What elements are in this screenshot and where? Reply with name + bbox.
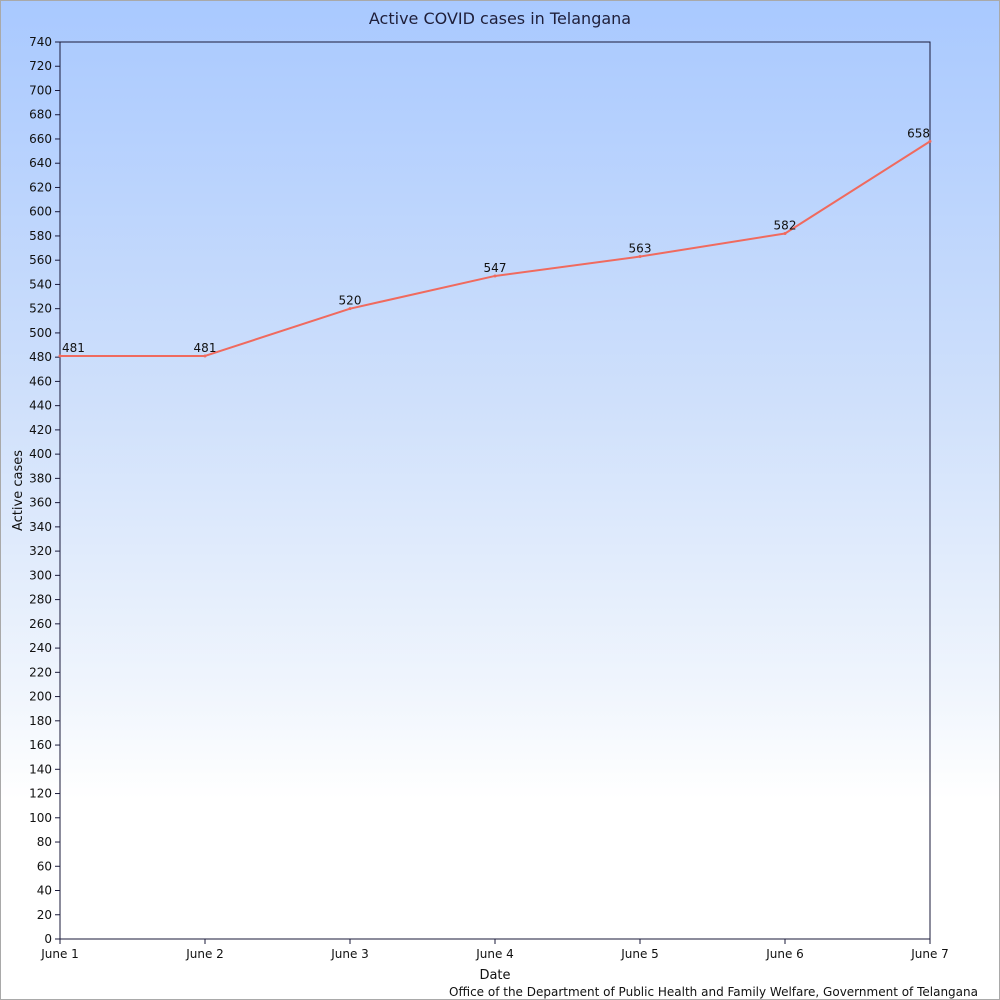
y-tick-label: 720 — [29, 59, 52, 73]
y-tick-label: 680 — [29, 108, 52, 122]
y-tick-label: 100 — [29, 811, 52, 825]
y-tick-label: 580 — [29, 229, 52, 243]
y-tick-label: 40 — [37, 884, 52, 898]
y-tick-label: 560 — [29, 253, 52, 267]
y-tick-label: 60 — [37, 859, 52, 873]
y-tick-label: 440 — [29, 399, 52, 413]
data-label: 481 — [194, 341, 217, 355]
y-tick-label: 620 — [29, 180, 52, 194]
y-tick-label: 260 — [29, 617, 52, 631]
x-tick-label: June 5 — [620, 947, 659, 961]
x-axis-label: Date — [479, 968, 510, 983]
y-tick-label: 300 — [29, 568, 52, 582]
data-label: 520 — [339, 294, 362, 308]
series-line — [60, 140, 931, 357]
data-label: 563 — [629, 242, 652, 256]
y-tick-label: 460 — [29, 374, 52, 388]
x-tick-label: June 7 — [910, 947, 949, 961]
plot-area: 0 20 40 60 80 100 120 140 160 180 200 220 240 260 280 3… — [29, 35, 949, 961]
y-tick-label: 360 — [29, 496, 52, 510]
y-tick-label: 700 — [29, 83, 52, 97]
source-note: Office of the Department of Public Healt… — [449, 985, 978, 999]
data-point — [783, 232, 787, 236]
x-tick-label: June 2 — [185, 947, 224, 961]
chart-title: Active COVID cases in Telangana — [369, 9, 631, 28]
y-axis-label: Active cases — [11, 450, 26, 531]
data-point — [203, 354, 207, 358]
y-tick-label: 540 — [29, 277, 52, 291]
data-label: 547 — [484, 261, 507, 275]
data-label: 658 — [907, 126, 930, 140]
y-tick-label: 20 — [37, 908, 52, 922]
y-tick-label: 160 — [29, 738, 52, 752]
y-tick-label: 140 — [29, 762, 52, 776]
x-tick-label: June 4 — [475, 947, 514, 961]
y-tick-label: 220 — [29, 665, 52, 679]
y-tick-label: 500 — [29, 326, 52, 340]
y-tick-label: 420 — [29, 423, 52, 437]
data-point — [638, 255, 642, 259]
data-point — [928, 139, 932, 143]
data-label: 481 — [62, 341, 85, 355]
x-tick-label: June 6 — [765, 947, 804, 961]
y-tick-label: 120 — [29, 787, 52, 801]
x-tick-label: June 3 — [330, 947, 369, 961]
y-tick-label: 660 — [29, 132, 52, 146]
y-tick-label: 0 — [44, 932, 52, 946]
y-tick-label: 200 — [29, 690, 52, 704]
y-tick-label: 320 — [29, 544, 52, 558]
y-tick-label: 280 — [29, 593, 52, 607]
y-tick-label: 520 — [29, 302, 52, 316]
y-tick-label: 340 — [29, 520, 52, 534]
y-tick-label: 400 — [29, 447, 52, 461]
x-tick-label: June 1 — [40, 947, 79, 961]
data-point — [493, 274, 497, 278]
data-point — [58, 354, 62, 358]
y-tick-label: 180 — [29, 714, 52, 728]
y-tick-label: 600 — [29, 205, 52, 219]
y-tick-label: 380 — [29, 471, 52, 485]
y-tick-label: 240 — [29, 641, 52, 655]
plot-frame — [59, 41, 931, 940]
data-point — [348, 307, 352, 311]
y-tick-label: 480 — [29, 350, 52, 364]
data-label: 582 — [774, 219, 797, 233]
y-tick-label: 740 — [29, 35, 52, 49]
y-tick-label: 80 — [37, 835, 52, 849]
y-tick-label: 640 — [29, 156, 52, 170]
